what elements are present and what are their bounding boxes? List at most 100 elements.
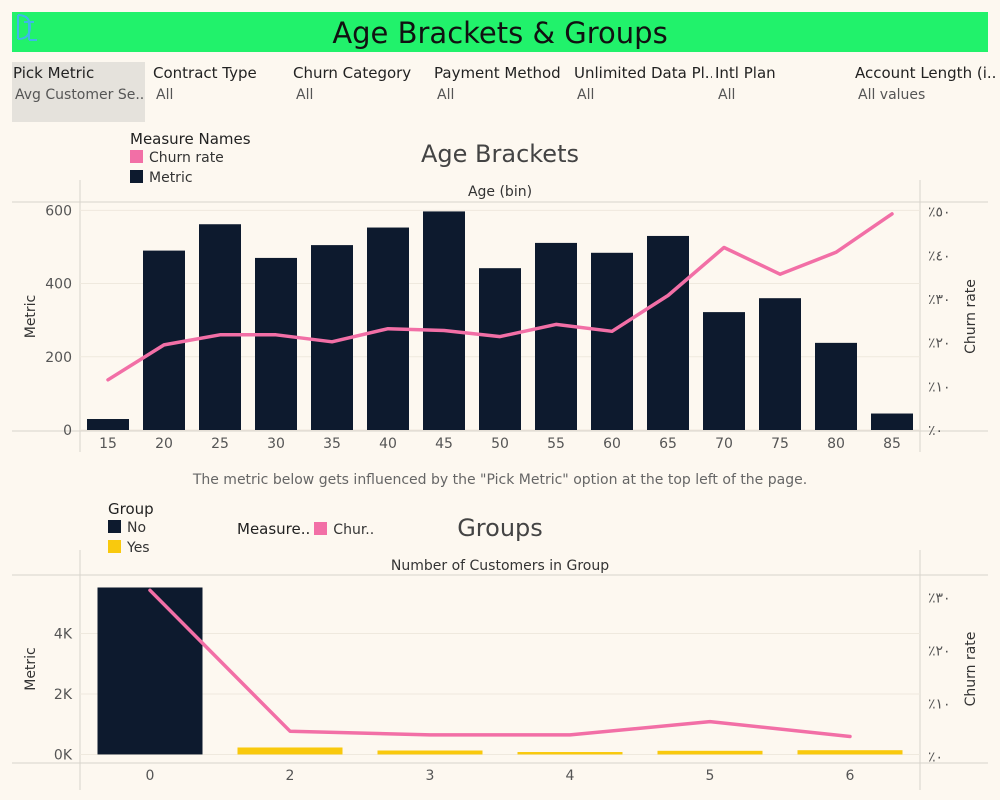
bar — [535, 242, 577, 430]
x-tick-label: 85 — [883, 436, 901, 452]
x-axis-title: Number of Customers in Group — [391, 558, 609, 574]
filter-value: All values — [858, 87, 926, 103]
filter-account-length[interactable]: Account Length (i.. All values — [855, 62, 995, 122]
x-tick-label: 2 — [286, 768, 295, 784]
x-tick-label: 25 — [211, 436, 229, 452]
filter-label: Payment Method — [434, 64, 561, 82]
legend-label: Yes — [127, 540, 150, 556]
filter-value: Avg Customer Se.. — [15, 87, 145, 103]
legend-item-metric[interactable]: Metric — [130, 168, 280, 186]
y-axis-title: Metric — [23, 295, 39, 339]
filter-unlimited-data-plan[interactable]: Unlimited Data Pl.. All — [574, 62, 712, 122]
filter-label: Contract Type — [153, 64, 257, 82]
chart-title-groups: Groups — [457, 514, 543, 542]
filter-value: All — [156, 87, 174, 103]
y2-tick-label: ٪٣٠ — [928, 590, 951, 606]
age-brackets-chart: Age (bin) 0 200 400 600 ٪٠ ٪١٠ ٪٢٠ ٪٣٠ ٪٤٠ ٪٥٠ Metr… — [12, 180, 988, 452]
y-tick-label: 0 — [63, 423, 72, 439]
bar — [871, 413, 913, 430]
legend-swatch — [130, 170, 143, 183]
legend-label: Chur.. — [333, 522, 375, 538]
filter-label: Pick Metric — [13, 64, 95, 82]
x-tick-label: 30 — [267, 436, 285, 452]
y2-tick-label: ٪٢٠ — [928, 336, 951, 352]
x-tick-label: 6 — [846, 768, 855, 784]
churn-rate-line — [106, 212, 894, 382]
legend-swatch — [314, 522, 328, 535]
legend-label: No — [127, 520, 147, 536]
filter-label: Churn Category — [293, 64, 412, 82]
bar — [377, 750, 483, 755]
x-tick-label: 70 — [715, 436, 733, 452]
y2-tick-label: ٪١٠ — [928, 697, 951, 713]
y2-tick-label: ٪٣٠ — [928, 292, 951, 308]
bar — [255, 257, 297, 430]
filter-churn-category[interactable]: Churn Category All — [293, 62, 428, 122]
legend-measure[interactable]: Measure.. Chur.. — [237, 519, 374, 539]
y2-tick-label: ٪٠ — [928, 750, 943, 766]
x-tick-label: 4 — [566, 768, 575, 784]
bar — [237, 747, 343, 755]
y2-tick-label: ٪١٠ — [928, 379, 951, 395]
bar — [423, 211, 465, 430]
x-tick-label: 65 — [659, 436, 677, 452]
bar — [759, 298, 801, 430]
legend-title: Group — [108, 500, 154, 518]
filter-contract-type[interactable]: Contract Type All — [153, 62, 283, 122]
page-title: Age Brackets & Groups — [332, 16, 668, 50]
legend-label: Churn rate — [149, 150, 224, 166]
x-tick-label: 35 — [323, 436, 341, 452]
legend-swatch — [130, 150, 143, 163]
y2-tick-label: ٪٥٠ — [928, 205, 951, 221]
x-tick-label: 15 — [99, 436, 117, 452]
bar — [657, 750, 763, 755]
bar — [815, 342, 857, 430]
x-tick-label: 75 — [771, 436, 789, 452]
x-tick-label: 20 — [155, 436, 173, 452]
y-tick-label: 600 — [45, 203, 72, 219]
filter-intl-plan[interactable]: Intl Plan All — [715, 62, 845, 122]
legend-item-yes[interactable]: Yes — [108, 538, 208, 558]
legend-title: Measure Names — [130, 130, 251, 148]
title-bar — [12, 12, 988, 52]
filter-label: Account Length (i.. — [855, 64, 995, 82]
y2-tick-label: ٪٤٠ — [928, 248, 951, 264]
x-axis-title: Age (bin) — [468, 184, 532, 200]
filter-label: Intl Plan — [715, 64, 776, 82]
bar — [479, 268, 521, 430]
y2-tick-label: ٪٢٠ — [928, 643, 951, 659]
y-tick-label: 400 — [45, 277, 72, 293]
legend-swatch — [108, 540, 121, 553]
bar — [591, 252, 633, 430]
legend-item-churn-rate[interactable]: Churn rate — [130, 148, 280, 168]
legend-swatch — [108, 520, 121, 533]
legend-measure-names: Measure Names Churn rate Metric — [130, 130, 280, 186]
y2-axis-title: Churn rate — [963, 279, 979, 354]
filter-value: All — [437, 87, 455, 103]
legend-label: Metric — [149, 170, 193, 186]
bar — [797, 750, 903, 755]
filter-value: All — [296, 87, 314, 103]
x-tick-label: 60 — [603, 436, 621, 452]
filter-label: Unlimited Data Pl.. — [574, 64, 712, 82]
x-tick-label: 45 — [435, 436, 453, 452]
legend-item-no[interactable]: No — [108, 518, 208, 538]
y-tick-label: 200 — [45, 350, 72, 366]
tableau-logo-icon — [17, 14, 37, 41]
x-tick-label: 3 — [426, 768, 435, 784]
y-axis-title: Metric — [23, 647, 39, 691]
filter-pick-metric[interactable]: Pick Metric Avg Customer Se.. — [12, 62, 145, 122]
bar — [87, 419, 129, 430]
y-tick-label: 0K — [54, 747, 73, 763]
filter-value: All — [718, 87, 736, 103]
groups-chart: Number of Customers in Group 0K 2K 4K ٪٠ ٪١٠ ٪… — [12, 550, 988, 790]
churn-rate-line — [148, 588, 852, 739]
chart-title-age-brackets: Age Brackets — [420, 140, 579, 168]
filter-payment-method[interactable]: Payment Method All — [434, 62, 569, 122]
y2-tick-label: ٪٠ — [928, 423, 943, 439]
legend-group: Group No Yes — [108, 500, 208, 560]
bar — [517, 752, 623, 755]
metric-note: The metric below gets influenced by the … — [192, 472, 808, 488]
x-tick-label: 55 — [547, 436, 565, 452]
y-tick-label: 4K — [54, 626, 73, 642]
